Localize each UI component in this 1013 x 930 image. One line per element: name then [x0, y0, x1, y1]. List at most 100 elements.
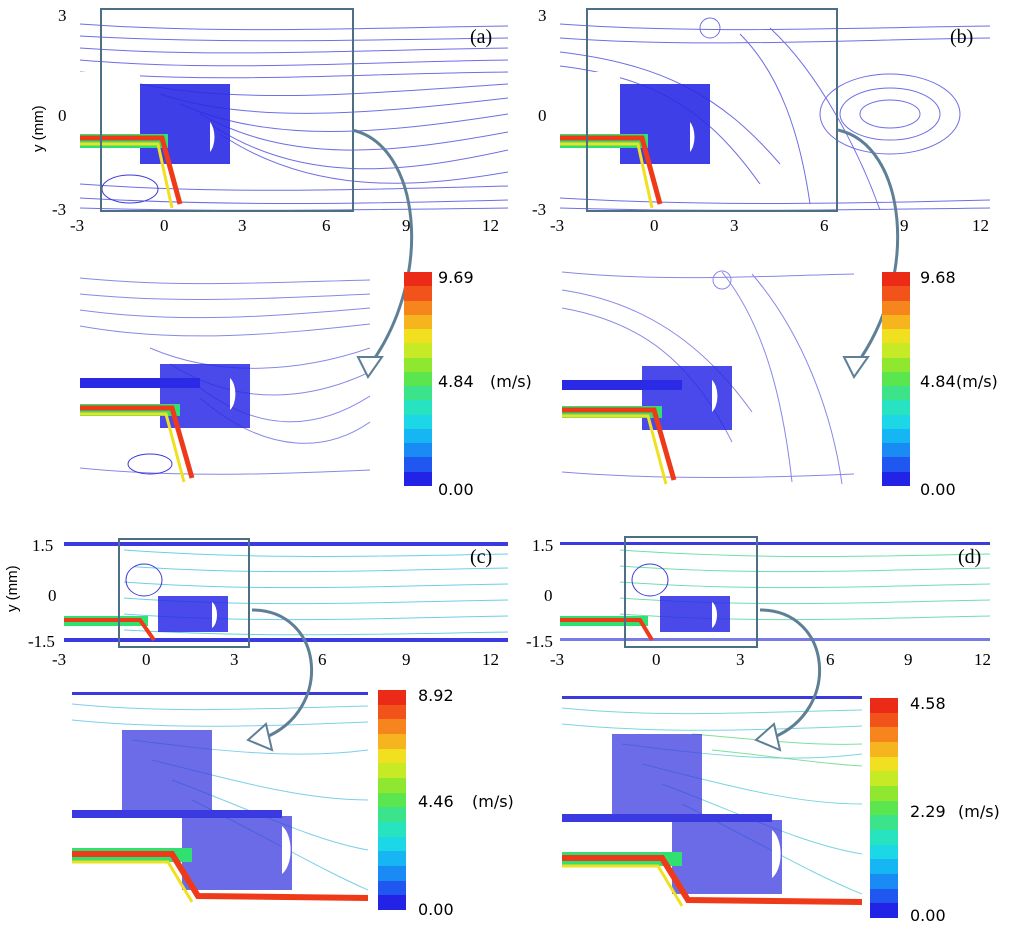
colorbar-segment — [404, 471, 432, 486]
colorbar-segment — [882, 314, 910, 330]
panel-b-ytick: 3 — [538, 6, 547, 25]
colorbar-segment — [404, 400, 432, 415]
panel-d-xtick: 12 — [974, 650, 991, 669]
panel-c-xtick: 6 — [318, 650, 327, 669]
colorbar-segment — [882, 343, 910, 358]
panel-c-colorbar-unit: (m/s) — [472, 792, 514, 811]
panel-b-colorbar-unit: (m/s) — [956, 372, 998, 391]
panel-b-xtick: 6 — [820, 216, 829, 235]
panel-a-xtick: 12 — [482, 216, 499, 235]
colorbar-segment — [378, 733, 406, 749]
panel-a-colorbar-min: 0.00 — [438, 480, 474, 499]
panel-d-zoom-arrow — [754, 608, 821, 752]
colorbar-segment — [870, 698, 898, 713]
panel-b-xtick: 0 — [650, 216, 659, 235]
colorbar-segment — [882, 414, 910, 429]
panel-b-label: (b) — [950, 26, 974, 48]
panel-c-label: (c) — [470, 546, 493, 568]
panel-c-colorbar-mid: 4.46 — [418, 792, 454, 811]
colorbar-segment — [870, 873, 898, 889]
panel-c-zoom-box — [118, 538, 250, 648]
panel-a-ytick: 3 — [58, 6, 67, 25]
colorbar-segment — [882, 286, 910, 301]
colorbar-segment — [404, 343, 432, 358]
panel-c-zoom-arrow — [246, 608, 313, 752]
panel-b-zoom-arrow — [837, 128, 900, 379]
colorbar-segment — [882, 428, 910, 444]
colorbar-segment — [404, 314, 432, 330]
colorbar-segment — [882, 329, 910, 344]
panel-b-zoom-box — [586, 8, 838, 212]
colorbar-segment — [404, 443, 432, 458]
colorbar-segment — [404, 329, 432, 344]
colorbar-segment — [404, 371, 432, 387]
panel-c-zoom-field — [72, 690, 368, 910]
colorbar-segment — [378, 880, 406, 896]
panel-d-xtick: 3 — [736, 650, 745, 669]
panel-a-colorbar-max: 9.69 — [438, 268, 474, 287]
panel-a-colorbar — [404, 272, 432, 486]
panel-c-streamline-field — [64, 540, 508, 644]
colorbar-segment — [882, 400, 910, 415]
panel-b-zoom-field — [562, 262, 854, 490]
colorbar-segment — [378, 690, 406, 705]
panel-d-colorbar-unit: (m/s) — [958, 802, 1000, 821]
colorbar-segment — [378, 836, 406, 852]
panel-a-zoom-box — [100, 8, 354, 212]
colorbar-segment — [882, 357, 910, 372]
panel-a-colorbar-unit: (m/s) — [490, 372, 532, 391]
panel-a-label: (a) — [470, 26, 493, 48]
colorbar-segment — [882, 371, 910, 387]
colorbar-segment — [378, 821, 406, 837]
colorbar-segment — [378, 777, 406, 793]
panel-b-streamline-field — [560, 14, 990, 214]
colorbar-segment — [870, 756, 898, 772]
colorbar-segment — [378, 807, 406, 822]
colorbar-segment — [882, 386, 910, 401]
colorbar-segment — [378, 865, 406, 881]
panel-c-colorbar-min: 0.00 — [418, 900, 454, 919]
colorbar-segment — [378, 719, 406, 734]
panel-d-colorbar-min: 0.00 — [910, 906, 946, 925]
panel-a-colorbar-mid: 4.84 — [438, 372, 474, 391]
colorbar-segment — [870, 785, 898, 801]
colorbar-segment — [882, 272, 910, 287]
colorbar-segment — [870, 844, 898, 860]
panel-d-xtick: 9 — [904, 650, 913, 669]
panel-b-colorbar-min: 0.00 — [920, 480, 956, 499]
colorbar-segment — [870, 829, 898, 845]
colorbar-segment — [404, 457, 432, 472]
panel-a-xtick: 6 — [322, 216, 331, 235]
panel-b-ytick: 0 — [538, 106, 547, 125]
panel-a-xtick: -3 — [70, 216, 85, 235]
panel-a-xtick: 3 — [238, 216, 247, 235]
colorbar-segment — [882, 457, 910, 472]
panel-b-colorbar-mid: 4.84 — [920, 372, 956, 391]
panel-c-colorbar — [378, 690, 406, 910]
colorbar-segment — [882, 443, 910, 458]
panel-a-zoom-field — [80, 268, 370, 490]
colorbar-segment — [870, 903, 898, 918]
panel-b-xtick: 9 — [900, 216, 909, 235]
panel-d-label: (d) — [958, 546, 982, 568]
colorbar-segment — [870, 727, 898, 742]
panel-d-zoom-field — [562, 694, 862, 910]
panel-c-ylabel: y (mm) — [4, 565, 21, 612]
panel-c-xtick: -3 — [52, 650, 67, 669]
panel-a-ylabel: y (mm) — [30, 105, 47, 152]
colorbar-segment — [870, 712, 898, 728]
colorbar-segment — [378, 704, 406, 720]
panel-c-ytick: 1.5 — [32, 536, 54, 555]
panel-d-xtick: -3 — [550, 650, 565, 669]
colorbar-segment — [378, 792, 406, 808]
panel-b-xtick: 12 — [972, 216, 989, 235]
colorbar-segment — [870, 888, 898, 904]
colorbar-segment — [404, 414, 432, 429]
panel-b-colorbar-max: 9.68 — [920, 268, 956, 287]
panel-d-ytick: 1.5 — [532, 536, 554, 555]
panel-c-xtick: 12 — [482, 650, 499, 669]
panel-d-zoom-box — [624, 536, 758, 648]
panel-c-colorbar-max: 8.92 — [418, 686, 454, 705]
panel-b-ytick: -3 — [532, 200, 547, 219]
colorbar-segment — [882, 300, 910, 315]
